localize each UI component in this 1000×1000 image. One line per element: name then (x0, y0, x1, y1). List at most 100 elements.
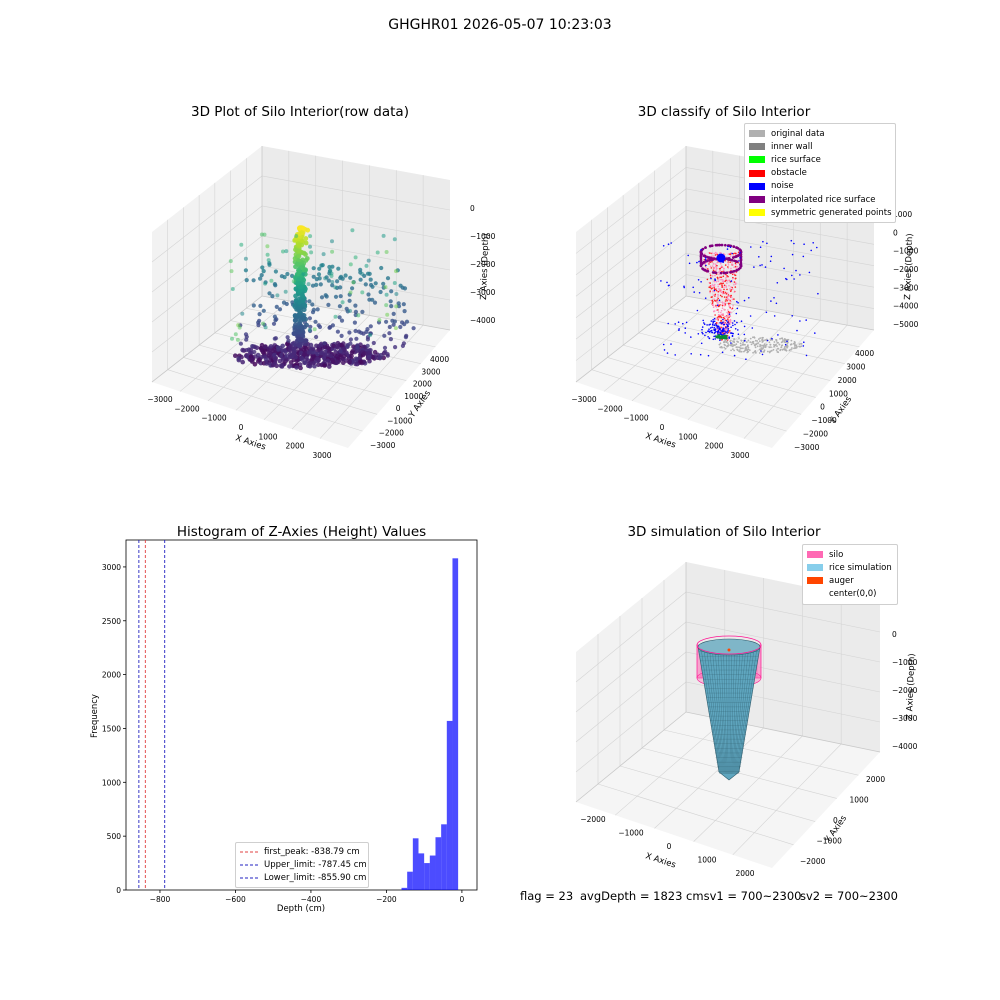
cls-original-point (762, 347, 764, 350)
cls-interpolated-point (704, 255, 707, 258)
cls-obstacle-point (724, 264, 727, 266)
raw-data-point (348, 290, 353, 295)
raw-z-tick-label: −2000 (470, 260, 496, 269)
raw-data-point (263, 344, 268, 350)
cls-noise-point (711, 323, 714, 326)
legend-label: center(0,0) (829, 589, 877, 600)
raw-data-point (272, 314, 277, 319)
cls-noise-point (805, 354, 808, 357)
cls-noise-point (723, 327, 725, 330)
cls-original-point (730, 343, 733, 346)
cls-obstacle-point (714, 251, 717, 254)
sim-x-tick-label: 0 (667, 842, 672, 851)
cls-z-tick-label: −3000 (893, 283, 919, 292)
cls-obstacle-point (722, 275, 725, 278)
cls-y-tick-label: 2000 (838, 376, 857, 385)
cls-obstacle-point (712, 306, 715, 309)
cls-obstacle-point (720, 291, 723, 293)
raw-data-point (340, 356, 345, 361)
cls-obstacle-point (731, 307, 734, 310)
cls-obstacle-point (716, 252, 718, 255)
cls-obstacle-point (721, 302, 724, 304)
raw-data-point (292, 302, 298, 308)
cls-obstacle-point (733, 281, 736, 283)
raw-data-point (312, 327, 317, 332)
cls-interpolated-point (710, 244, 713, 248)
legend-swatch (749, 130, 765, 138)
cls-noise-point (710, 329, 713, 332)
raw-data-point (310, 283, 316, 288)
raw-data-point (243, 353, 249, 359)
cls-noise-point (662, 245, 665, 247)
legend-swatch (807, 564, 823, 572)
cls-noise-point (736, 321, 738, 324)
cls-obstacle-point (735, 282, 737, 284)
cls-noise-point (698, 260, 700, 263)
raw-data-point (368, 277, 373, 282)
cls-obstacle-point (733, 266, 735, 269)
cls-obstacle-point (733, 291, 736, 293)
cls-obstacle-point (710, 267, 713, 269)
raw-data-point (391, 311, 396, 316)
cls-original-point (768, 341, 771, 344)
raw-data-point (277, 358, 283, 364)
raw-data-point (286, 338, 291, 343)
cls-noise-point (713, 328, 715, 331)
raw-data-point (292, 256, 298, 261)
sim-z-tick-label: −2000 (892, 686, 918, 695)
cls-noise-point (702, 319, 704, 322)
cls-obstacle-point (703, 258, 706, 261)
cls-original-point (763, 343, 766, 346)
cls-noise-point (761, 264, 763, 266)
cls-original-point (776, 351, 779, 353)
cls-noise-point (786, 340, 788, 343)
raw-data-point (277, 307, 283, 312)
cls-noise-point (711, 331, 714, 334)
raw-data-point (394, 304, 399, 309)
cls-original-point (783, 340, 786, 343)
cls-original-point (783, 346, 786, 348)
cls-original-point (733, 341, 735, 343)
cls-obstacle-point (715, 281, 718, 283)
raw-data-point (271, 321, 277, 326)
raw-data-point (273, 360, 278, 365)
cls-z-tick-label: −4000 (893, 302, 919, 311)
raw-data-point (393, 345, 398, 350)
cls-noise-point (710, 277, 712, 280)
raw-data-point (387, 324, 392, 330)
raw-data-point (355, 345, 360, 350)
raw-data-point (302, 352, 307, 357)
raw-data-point (353, 328, 358, 334)
raw-data-point (319, 263, 324, 268)
raw-data-point (292, 313, 298, 318)
cls-obstacle-point (713, 283, 716, 286)
cls-obstacle-point (711, 275, 714, 277)
raw-data-point (307, 316, 312, 321)
cls-obstacle-point (721, 286, 723, 288)
raw-data-point (330, 239, 334, 244)
cls-interpolated-point (736, 268, 739, 272)
cls-obstacle-point (711, 302, 714, 304)
raw-data-point (311, 274, 316, 279)
raw-data-point (299, 230, 305, 236)
cls-original-point (780, 344, 783, 347)
raw-data-point (382, 333, 387, 338)
raw-data-point (336, 266, 341, 271)
raw-data-point (275, 293, 280, 298)
cls-noise-point (713, 289, 716, 292)
raw-data-point (391, 322, 396, 327)
raw-data-point (298, 365, 303, 371)
sim-y-tick-label: 0 (833, 816, 838, 825)
cls-original-point (759, 345, 761, 348)
histogram-y-tick-label: 2000 (102, 671, 121, 680)
cls-interpolated-point (704, 246, 707, 249)
cls-obstacle-point (716, 264, 718, 267)
cls-original-point (778, 343, 781, 346)
raw-data-point (259, 273, 264, 278)
raw-data-point (262, 232, 267, 237)
raw-data-point (300, 332, 305, 338)
raw-data-point (262, 354, 267, 359)
cls-obstacle-point (728, 311, 731, 314)
cls-noise-point (684, 332, 686, 334)
